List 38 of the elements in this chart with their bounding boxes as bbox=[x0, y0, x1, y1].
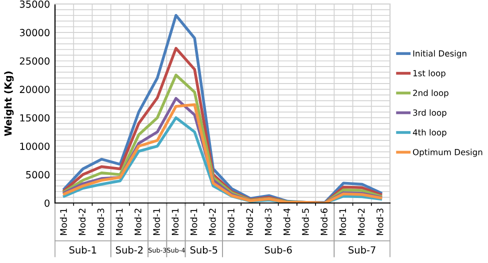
x-tick-label: Mod-2 bbox=[78, 208, 86, 236]
x-tick-label: Mod-1 bbox=[190, 208, 198, 236]
x-tick-label: Mod-1 bbox=[152, 208, 160, 236]
x-tick-label: Mod-3 bbox=[376, 208, 384, 236]
text: Sub-5 bbox=[190, 246, 218, 254]
x-tick-label: Mod-1 bbox=[116, 208, 123, 236]
legend-label: Initial Design bbox=[413, 50, 466, 58]
x-tick-label: Mod-2 bbox=[134, 208, 142, 236]
y-tick-label: 35000 bbox=[20, 0, 50, 8]
y-tick-label: 15000 bbox=[20, 114, 50, 122]
y-tick-label: 30000 bbox=[20, 28, 50, 36]
text: Sub-2 bbox=[116, 246, 143, 254]
y-tick-label: 5000 bbox=[26, 171, 50, 178]
x-tick-label: Mod-1 bbox=[60, 208, 67, 236]
text: Sub-7 bbox=[348, 246, 376, 254]
legend-label: 4th loop bbox=[412, 129, 446, 138]
text: Sub-6 bbox=[264, 246, 292, 254]
x-tick-label: Mod-5 bbox=[302, 208, 309, 236]
y-tick-label: 25000 bbox=[20, 57, 50, 65]
x-tick-label: Mod-2 bbox=[246, 208, 254, 236]
x-tick-label: Mod-3 bbox=[97, 208, 104, 236]
x-tick-label: Mod-1 bbox=[227, 208, 234, 236]
x-tick-label: Mod-1 bbox=[339, 208, 346, 236]
y-axis-title: Weight (Kg) bbox=[4, 72, 14, 136]
y-tick-label: 20000 bbox=[20, 86, 50, 94]
text: Sub-1 bbox=[69, 246, 96, 254]
legend-label: Optimum Design bbox=[412, 148, 482, 157]
legend-label: 3rd loop bbox=[413, 109, 446, 118]
x-tick-label: Mod-2 bbox=[208, 208, 216, 236]
y-tick-label: 10000 bbox=[20, 142, 50, 150]
legend-label: 2nd loop bbox=[413, 90, 448, 98]
x-tick-label: Mod-1 bbox=[172, 208, 179, 236]
x-tick-label: Mod-6 bbox=[320, 208, 328, 236]
legend-label: 1st loop bbox=[413, 70, 446, 78]
x-tick-label: Mod-3 bbox=[264, 208, 272, 236]
y-tick-label: 0 bbox=[44, 199, 50, 207]
x-tick-label: Mod-2 bbox=[358, 208, 365, 236]
x-tick-label: Mod-4 bbox=[283, 208, 290, 236]
